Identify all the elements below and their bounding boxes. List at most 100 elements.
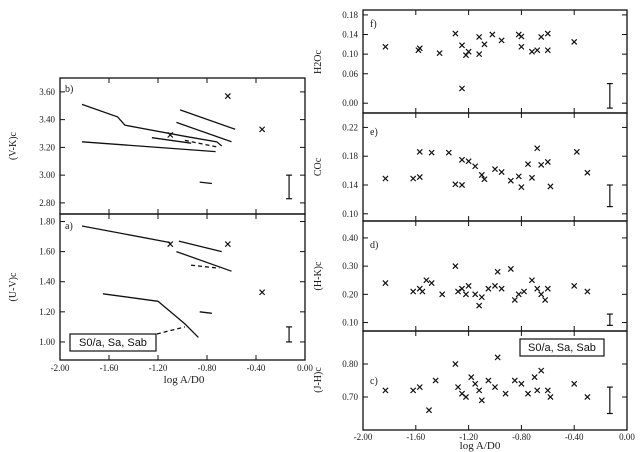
cross-stroke [481,41,488,48]
cross-stroke [571,380,578,387]
panel-a-legend-text: S0/a, Sa, Sab [79,337,147,349]
panel-e-data-point [534,145,541,152]
panel-d-data-point [382,280,389,287]
cross-stroke [478,397,485,404]
cross-stroke [511,377,518,384]
panel-d-data-point [478,294,485,301]
cross-stroke [458,156,466,163]
cross-stroke [478,171,485,178]
cross-stroke [458,285,466,292]
panel-c-data-point [432,377,439,384]
right-xtick-label: -0.80 [512,432,531,442]
panel-f-data-point [544,30,551,37]
cross-stroke [531,374,538,381]
panel-c-legend-text: S0/a, Sa, Sab [528,342,596,354]
cross-stroke [507,177,514,184]
panel-a-track-line [176,250,232,272]
panel-e-data-point [428,149,435,156]
panel-c-error-bar [606,386,613,415]
cross-stroke [382,387,389,394]
panel-d-data-point [452,263,459,270]
panel-b: b) (V-K)c 2.80 3.00 3.20 3.40 3.60 [8,77,306,215]
panel-b-ytick-label: 3.20 [39,142,55,152]
panel-a-data-point [167,241,174,248]
cross-stroke [528,174,535,181]
cross-stroke [452,360,459,368]
panel-f-data-point [452,30,459,37]
panel-e-ytick-label: 0.18 [342,151,358,161]
panel-b-track-line [81,141,216,153]
left-xtick-label: 0.00 [297,363,313,373]
panel-a-marks: 1.00 1.20 1.40 1.60 1.80 [39,214,306,360]
panel-c-data-point [382,387,389,394]
panel-a-ytick-label: 1.00 [39,337,55,347]
panel-d: d) (H-K)c 0.10 0.20 0.30 0.40 [313,220,628,332]
cross-stroke [485,377,492,384]
panel-b-frame [59,77,306,215]
panel-e-data-point [410,175,417,182]
panel-b-ytick-label: 3.60 [39,87,55,97]
right-xtick-label: -2.00 [354,432,373,442]
cross-stroke [445,149,452,156]
panel-e-data-point [472,163,479,170]
panel-a-error-bar [286,326,293,343]
panel-a-frame [59,213,306,361]
panel-d-data-point [534,285,541,292]
cross-stroke [538,367,545,374]
panel-f-error-bar [606,82,613,109]
panel-f-frame [362,9,628,114]
panel-d-data-point [419,288,426,295]
panel-c-data-point [547,393,554,401]
cross-stroke [382,280,389,287]
panel-a-ytick-label: 1.20 [39,307,55,317]
panel-e-frame [362,112,628,222]
panel-a-track-line [102,293,199,338]
panel-f-ylabel: H2Oc [313,50,324,74]
panel-c-data-point [410,387,417,394]
cross-stroke [544,387,551,394]
panel-e-data-point [478,171,485,178]
panel-d-marks: 0.10 0.20 0.30 0.40 [342,221,628,331]
panel-f-ytick-label: 0.14 [342,30,358,40]
cross-stroke [521,288,528,295]
panel-c-data-point [462,393,469,401]
cross-stroke [518,43,525,50]
cross-stroke [515,291,522,298]
panel-b-data-point [167,131,174,138]
panel-b-marks: 2.80 3.00 3.20 3.40 3.60 [39,78,306,214]
panel-e-data-point [481,176,488,183]
cross-stroke [571,38,578,45]
panel-c-label: c) [370,376,378,387]
panel-a-track-line [191,264,220,269]
panel-d-data-point [476,302,483,309]
panel-f-data-point [465,48,472,55]
panel-c-data-point [538,367,545,374]
panel-b-track-line [179,109,236,130]
cross-stroke [439,291,446,298]
panel-d-data-point [465,282,472,289]
cross-stroke [544,47,551,54]
panel-d-ytick-label: 0.10 [342,318,358,328]
panel-c-frame [362,330,628,431]
panel-b-track-line [184,139,220,149]
panel-c-data-point [524,390,532,397]
cross-stroke [425,407,433,414]
panel-f-data-point [436,50,443,57]
panel-d-ytick-label: 0.30 [342,261,358,271]
panel-b-label: b) [65,84,73,95]
panel-c-data-point [511,377,518,384]
panel-d-data-point [462,291,469,298]
panel-f-data-point [518,33,525,40]
cross-stroke [524,390,532,397]
panel-b-track-line [81,103,223,147]
panel-c-data-point [472,380,479,387]
panel-e: e) COc 0.10 0.14 0.18 0.22 [313,112,628,222]
panel-c-data-point [452,360,459,368]
cross-stroke [416,174,423,181]
panel-f-data-point [458,42,466,49]
left-xtick-label: -0.40 [247,363,266,373]
cross-stroke [476,33,483,41]
cross-stroke [465,48,472,55]
right-x-axis: log A/D0 -2.00 -1.60 -1.20 -0.80 -0.40 0.00 [354,432,636,452]
panel-e-ytick-label: 0.14 [342,180,358,190]
